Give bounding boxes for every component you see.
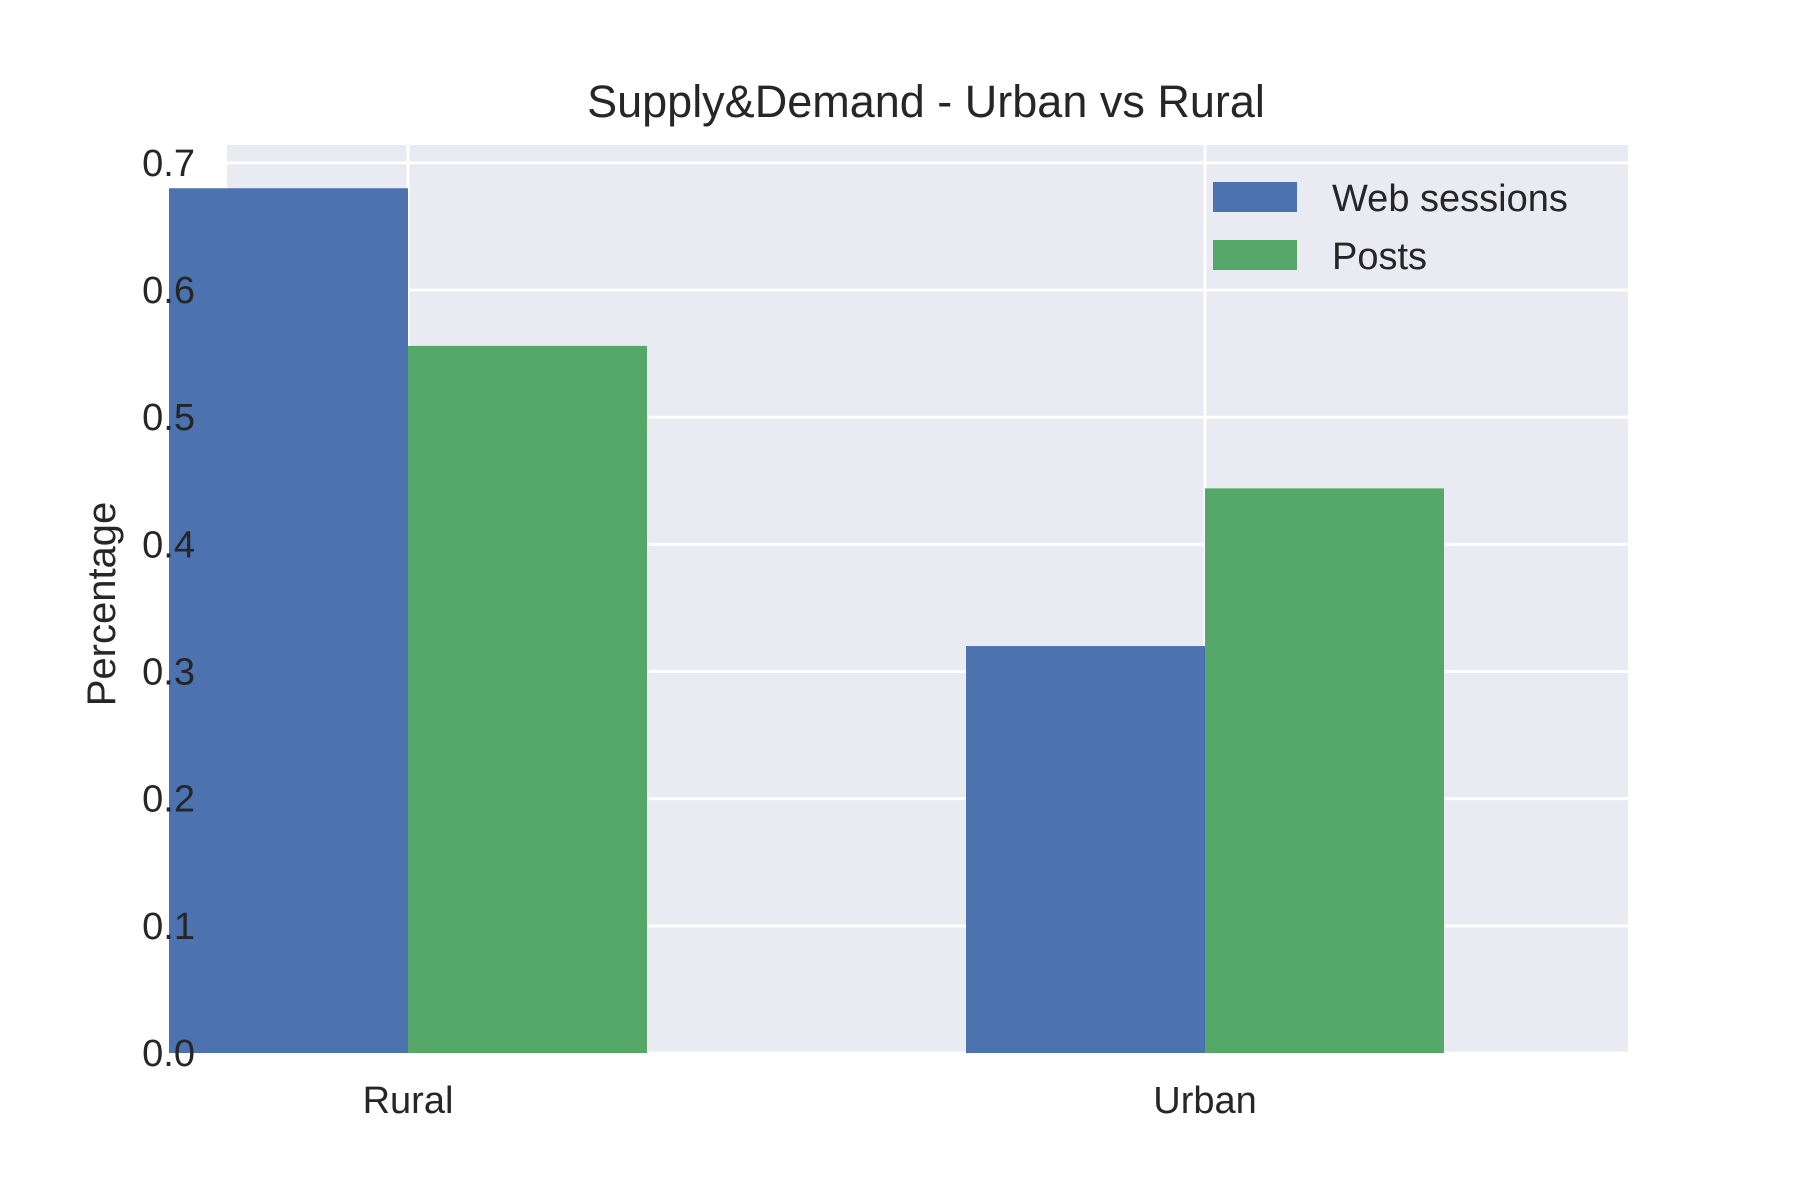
chart-title: Supply&Demand - Urban vs Rural — [587, 76, 1265, 127]
legend-label-web-sessions: Web sessions — [1332, 178, 1568, 220]
y-tick-labels: 0.0 0.1 0.2 0.3 0.4 0.5 0.6 0.7 — [142, 143, 195, 1075]
bar-web-sessions-urban — [966, 646, 1205, 1053]
legend-swatch-web-sessions — [1213, 182, 1297, 212]
x-tick-label: Rural — [363, 1080, 454, 1122]
bar-posts-urban — [1205, 488, 1444, 1054]
y-tick-label: 0.4 — [142, 524, 195, 566]
y-tick-label: 0.7 — [142, 143, 195, 185]
y-tick-label: 0.5 — [142, 397, 195, 439]
y-tick-label: 0.6 — [142, 270, 195, 312]
legend: Web sessions Posts — [1213, 178, 1568, 278]
y-tick-label: 0.2 — [142, 779, 195, 821]
x-tick-labels: Rural Urban — [363, 1080, 1257, 1122]
y-tick-label: 0.3 — [142, 651, 195, 693]
legend-swatch-posts — [1213, 240, 1297, 270]
y-tick-label: 0.1 — [142, 906, 195, 948]
y-tick-label: 0.0 — [142, 1033, 195, 1075]
x-tick-label: Urban — [1153, 1080, 1257, 1122]
legend-label-posts: Posts — [1332, 236, 1427, 278]
bar-posts-rural — [408, 345, 647, 1054]
y-axis-label: Percentage — [80, 502, 124, 707]
bars — [169, 188, 1444, 1054]
bar-web-sessions-rural — [169, 188, 408, 1053]
